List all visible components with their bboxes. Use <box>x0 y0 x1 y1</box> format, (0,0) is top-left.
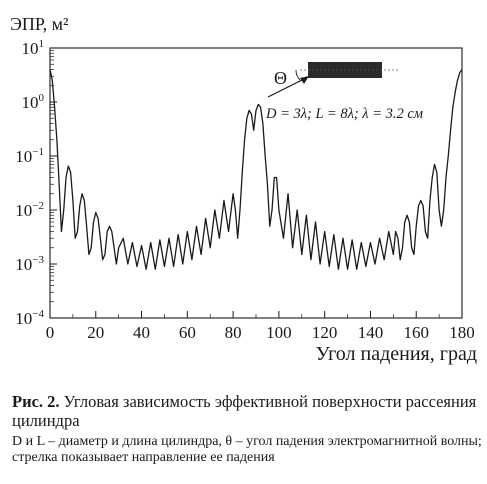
x-axis-title: Угол падения, град <box>316 343 477 365</box>
x-tick-label: 20 <box>87 323 104 342</box>
rcs-series-line <box>49 69 463 270</box>
y-tick-label: 10−3 <box>15 254 44 274</box>
x-tick-label: 0 <box>46 323 55 342</box>
y-tick-label: 10−2 <box>15 200 44 220</box>
plot-frame <box>49 47 463 319</box>
y-tick-labels: 101 100 10−1 10−2 10−3 10−4 <box>15 38 44 328</box>
incidence-arrow-icon <box>267 77 307 98</box>
x-tick-label: 140 <box>358 323 384 342</box>
y-tick-label: 101 <box>22 38 45 58</box>
cylinder-inset: Θ D = 3λ; L = 8λ; λ = 3.2 см <box>265 62 423 122</box>
x-tick-label: 180 <box>449 323 475 342</box>
arrowhead-icon <box>300 76 309 84</box>
x-tick-label: 80 <box>225 323 242 342</box>
angle-arc-icon <box>295 69 301 81</box>
cylinder-params: D = 3λ; L = 8λ; λ = 3.2 см <box>265 106 423 122</box>
x-tick-label: 120 <box>312 323 338 342</box>
figure-note: D и L – диаметр и длина цилиндра, θ – уг… <box>12 434 482 465</box>
x-tick-label: 60 <box>179 323 196 342</box>
x-tick-label: 40 <box>133 323 150 342</box>
figure-title: Угловая зависимость эффективной поверхно… <box>12 392 477 430</box>
y-tick-label: 10−4 <box>15 308 44 328</box>
angle-symbol: Θ <box>274 68 287 88</box>
figure-caption: Рис. 2. Угловая зависимость эффективной … <box>12 392 482 430</box>
figure-label: Рис. 2. <box>12 392 60 411</box>
rcs-chart: ЭПР, м² 101 100 10−1 10−2 10−3 10−4 0 20 40 60 80… <box>10 14 477 365</box>
y-tick-label: 10−1 <box>15 146 44 166</box>
x-tick-label: 160 <box>403 323 429 342</box>
x-tick-label: 100 <box>266 323 292 342</box>
x-tick-labels: 0 20 40 60 80 100 120 140 160 180 <box>46 323 475 342</box>
y-axis-title: ЭПР, м² <box>10 14 68 34</box>
tick-marks <box>49 47 463 319</box>
y-tick-label: 100 <box>22 92 45 112</box>
